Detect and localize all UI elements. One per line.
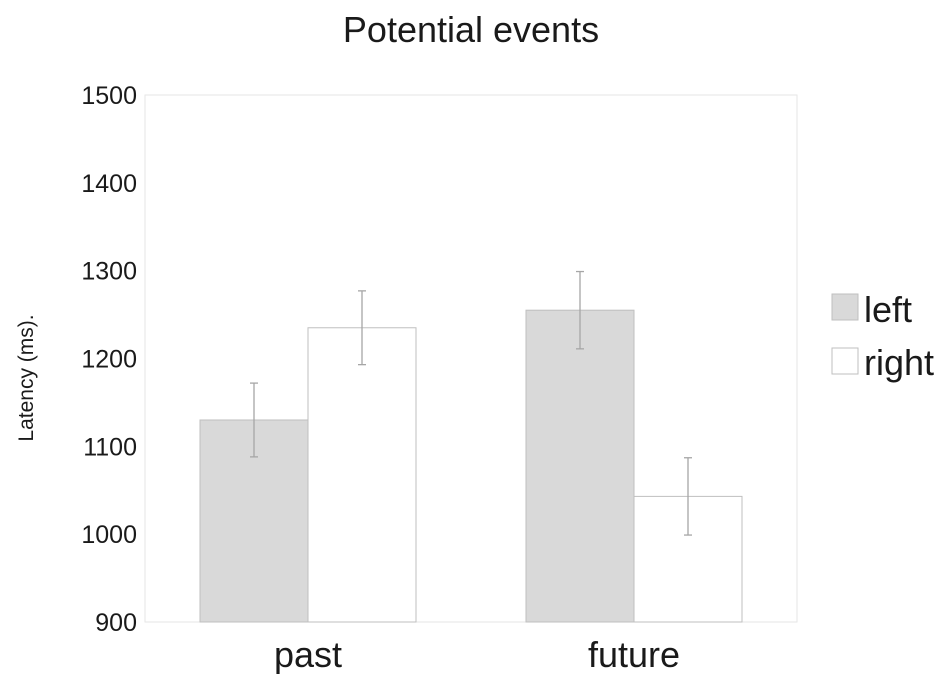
plot-area — [144, 94, 798, 623]
y-tick-label: 1200 — [81, 346, 137, 374]
y-tick-label: 1400 — [81, 170, 137, 198]
bar-right-past — [307, 327, 417, 623]
error-bar-right-past — [358, 290, 366, 366]
legend-swatch-left — [831, 293, 859, 321]
error-bars-group — [250, 270, 692, 536]
legend: left right — [831, 289, 934, 383]
error-bar-left-future — [576, 270, 584, 350]
legend-label-right: right — [864, 342, 934, 383]
x-axis-ticks: past future — [274, 634, 680, 674]
x-tick-label-future: future — [588, 634, 680, 674]
y-tick-label: 900 — [95, 609, 137, 637]
error-bar-left-past — [250, 382, 258, 458]
y-axis-label: Latency (ms). — [15, 314, 38, 441]
chart-title: Potential events — [343, 9, 599, 50]
y-tick-label: 1500 — [81, 82, 137, 110]
x-tick-label-past: past — [274, 634, 342, 674]
bar-left-future — [525, 309, 635, 623]
legend-swatch-right — [831, 347, 859, 375]
y-tick-label: 1300 — [81, 258, 137, 286]
legend-label-left: left — [864, 289, 912, 330]
y-axis-ticks: 900 1000 1100 1200 1300 1400 1500 — [81, 82, 137, 637]
error-bar-right-future — [684, 457, 692, 536]
bars-group — [199, 309, 743, 623]
y-tick-label: 1000 — [81, 521, 137, 549]
y-tick-label: 1100 — [83, 433, 137, 461]
